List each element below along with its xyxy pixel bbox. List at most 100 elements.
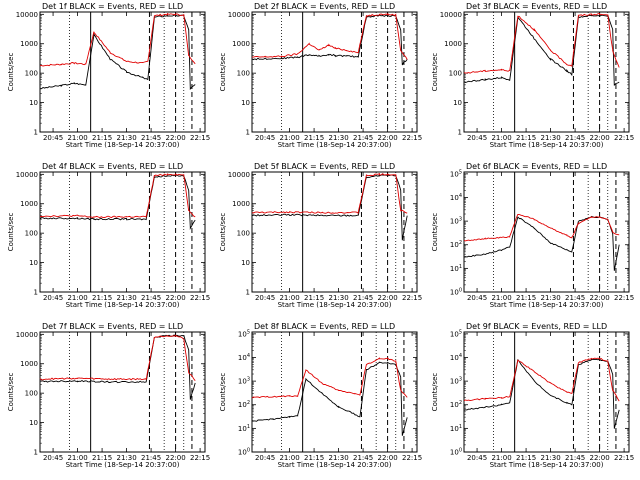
x-tick-label: 20:45 [467,134,487,142]
y-tick-label: 1000 [20,40,38,48]
y-tick-label: 10000 [16,331,38,339]
x-tick-label: 21:45 [141,134,161,142]
plot-frame [39,171,206,293]
x-tick-label: 21:45 [353,134,373,142]
x-tick-label: 21:30 [116,454,136,462]
lld-series-line [463,13,620,74]
y-tick-label: 1 [458,129,462,137]
x-tick-label: 21:30 [328,294,348,302]
x-tick-label: 21:30 [540,134,560,142]
x-tick-label: 20:45 [255,294,275,302]
x-tick-label: 21:00 [491,454,511,462]
y-tick-label: 100 [25,390,38,398]
y-tick-label: 10 [29,99,38,107]
panel-title: Det 1f BLACK = Events, RED = LLD [42,2,183,11]
panel-title: Det 7f BLACK = Events, RED = LLD [42,322,183,331]
x-tick-label: 21:00 [67,454,87,462]
x-tick-label: 21:15 [304,134,324,142]
y-axis-label: Counts/sec [431,373,439,412]
plot-frame [39,11,206,133]
detector-panel-9: Det 9f BLACK = Events, RED = LLD 100 101 10… [431,322,634,469]
plot-frame [463,171,630,293]
y-tick-label: 1 [246,289,250,297]
detector-panel-2: Det 2f BLACK = Events, RED = LLD 1 10 100 10… [219,2,422,149]
plot-frame [251,171,418,293]
y-tick-label: 103 [450,217,462,226]
x-tick-label: 22:00 [166,134,186,142]
events-series-line [251,174,408,241]
y-tick-label: 1 [34,129,38,137]
y-tick-label: 10000 [16,171,38,179]
y-tick-label: 1000 [232,200,250,208]
y-tick-label: 105 [238,329,250,338]
y-tick-label: 105 [450,329,462,338]
y-tick-label: 100 [450,448,462,457]
y-tick-label: 1 [34,449,38,457]
y-tick-label: 1 [246,129,250,137]
y-axis-label: Counts/sec [7,53,15,92]
y-tick-label: 103 [238,377,250,386]
plot-frame [251,11,418,133]
x-axis-label: Start Time (18-Sep-14 20:37:00) [490,301,604,309]
panel-title: Det 6f BLACK = Events, RED = LLD [466,162,607,171]
events-series-line [251,361,408,436]
y-axis-label: Counts/sec [431,53,439,92]
lld-series-line [463,214,620,242]
panel-title: Det 5f BLACK = Events, RED = LLD [254,162,395,171]
x-tick-label: 22:00 [590,454,610,462]
x-tick-label: 21:45 [353,294,373,302]
x-tick-label: 22:00 [378,454,398,462]
x-axis-label: Start Time (18-Sep-14 20:37:00) [66,461,180,469]
x-tick-label: 21:00 [67,294,87,302]
x-tick-label: 21:45 [565,294,585,302]
detector-panel-3: Det 3f BLACK = Events, RED = LLD 1 10 100 10… [431,2,634,149]
y-tick-label: 100 [237,70,250,78]
plot-frame [463,331,630,453]
y-tick-label: 101 [450,424,462,433]
events-series-line [39,174,196,230]
y-axis-label: Counts/sec [7,213,15,252]
y-tick-label: 100 [25,230,38,238]
detector-panel-8: Det 8f BLACK = Events, RED = LLD 100 101 10… [219,322,422,469]
y-tick-label: 102 [238,400,250,409]
panel-title: Det 9f BLACK = Events, RED = LLD [466,322,607,331]
x-tick-label: 22:15 [614,454,634,462]
y-tick-label: 105 [450,169,462,178]
x-tick-label: 22:15 [402,134,422,142]
x-tick-label: 22:00 [378,134,398,142]
x-tick-label: 21:15 [304,454,324,462]
y-tick-label: 104 [450,353,462,362]
events-series-line [463,14,620,86]
x-tick-label: 21:45 [565,134,585,142]
x-tick-label: 20:45 [43,294,63,302]
x-tick-label: 20:45 [43,454,63,462]
y-tick-label: 101 [450,264,462,273]
plot-frame [251,331,418,453]
x-tick-label: 21:45 [141,294,161,302]
x-axis-label: Start Time (18-Sep-14 20:37:00) [66,141,180,149]
lld-series-line [251,172,408,215]
plot-frame [39,331,206,453]
panel-title: Det 3f BLACK = Events, RED = LLD [466,2,607,11]
x-tick-label: 21:30 [328,134,348,142]
y-tick-label: 102 [450,240,462,249]
x-tick-label: 21:30 [540,294,560,302]
x-tick-label: 21:30 [116,294,136,302]
x-axis-label: Start Time (18-Sep-14 20:37:00) [278,461,392,469]
x-tick-label: 21:15 [304,294,324,302]
x-tick-label: 22:00 [166,454,186,462]
events-series-line [463,215,620,271]
y-tick-label: 104 [450,193,462,202]
events-series-line [40,334,196,400]
x-tick-label: 22:00 [590,134,610,142]
y-tick-label: 100 [238,448,250,457]
y-tick-label: 10000 [440,11,462,19]
detector-panel-6: Det 6f BLACK = Events, RED = LLD 100 101 10… [431,162,634,309]
x-tick-label: 22:00 [590,294,610,302]
y-axis-label: Counts/sec [219,53,227,92]
events-series-line [39,14,196,91]
y-tick-label: 100 [450,288,462,297]
x-tick-label: 21:15 [516,454,536,462]
